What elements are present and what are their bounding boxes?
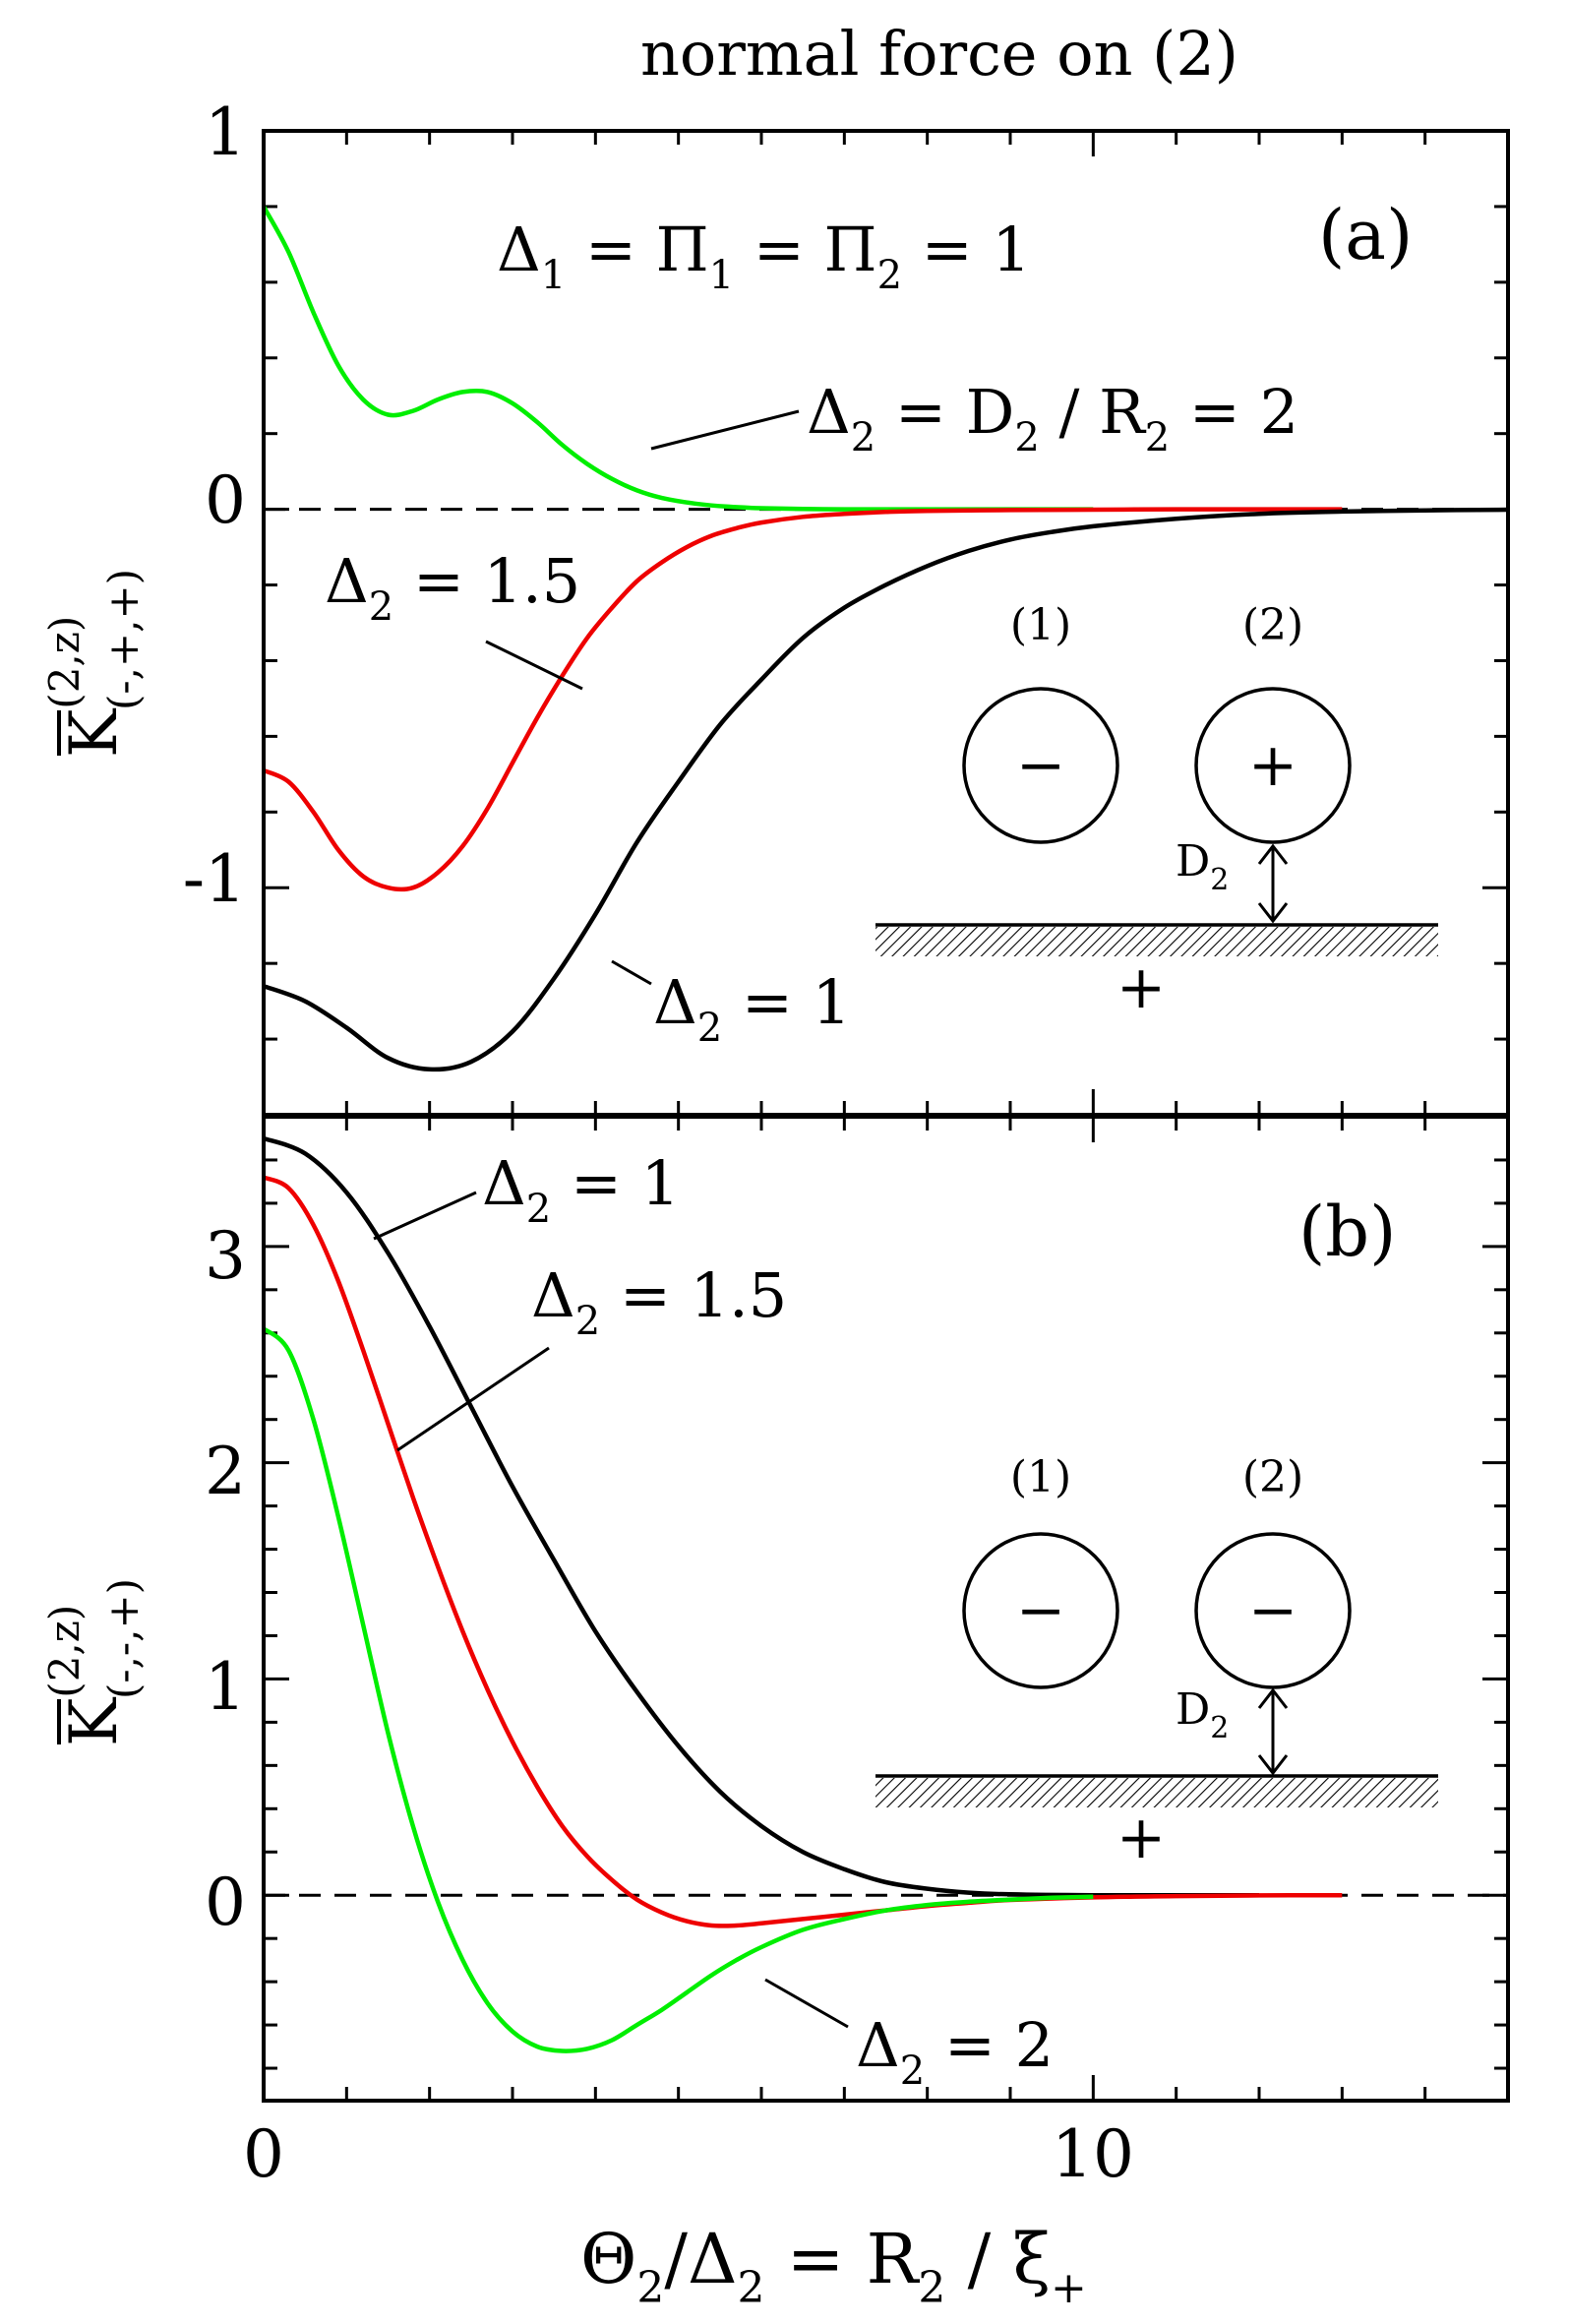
panel-a-series bbox=[264, 205, 1508, 1072]
panel-a-inset-wall-sign: + bbox=[1116, 953, 1166, 1022]
panel-a-label: (a) bbox=[1318, 195, 1413, 275]
svg-text:K(2,z)(-,-,+): K(2,z) (-,-,+) bbox=[40, 1578, 148, 1746]
panel-a-ylabel-main: K bbox=[56, 707, 132, 758]
panel-b-inset-label-2: (2) bbox=[1242, 1452, 1303, 1502]
panel-a-inset-wall-hatch bbox=[875, 927, 1438, 956]
panel-b-inset-sign-1: − bbox=[1016, 1576, 1065, 1645]
panel-b-ytick-label-0: 0 bbox=[205, 1865, 246, 1940]
panel-a-inset: (1) (2) − + D2 + bbox=[875, 600, 1438, 1022]
panel-a-series-0-line bbox=[264, 205, 1094, 512]
panel-a-inset-sphere-2 bbox=[1194, 687, 1352, 844]
panel-b-ytick-label-2: 2 bbox=[205, 1434, 246, 1509]
panel-b-ylabel: K(2,z) (-,-,+) bbox=[40, 1578, 148, 1746]
panel-b-annotation-leader-green bbox=[764, 1978, 849, 2029]
panel-a-annotation-delta2-1: Δ2 = 1 bbox=[653, 966, 851, 1051]
panel-b-ytick-label-1: 1 bbox=[205, 1649, 246, 1725]
panel-a-series-2-line bbox=[264, 507, 1508, 1072]
panel-a-ylabel-sub: (-,+,+) bbox=[99, 569, 148, 710]
panel-a-annotation-delta2-2: Δ2 = D2 / R2 = 2 bbox=[807, 376, 1298, 460]
panel-b-series-2-line bbox=[264, 1326, 1094, 2053]
panel-b-inset: (1) (2) − − D2 + bbox=[875, 1452, 1438, 1872]
panel-b-series-1-line bbox=[264, 1175, 1343, 1928]
panel-b-inset-wall-hatch bbox=[875, 1778, 1438, 1807]
panel-b-ylabel-main: K bbox=[56, 1696, 132, 1746]
panel-b-label: (b) bbox=[1298, 1192, 1396, 1272]
panel-a-annotation-leader-black bbox=[611, 959, 652, 986]
panel-b-annotation-delta2-1p5: Δ2 = 1.5 bbox=[531, 1259, 787, 1344]
panel-a-inset-distance-label: D2 bbox=[1176, 836, 1229, 897]
panel-a-inset-sign-2: + bbox=[1248, 731, 1297, 800]
panel-a-inset-sphere-1 bbox=[962, 687, 1119, 844]
panel-a-inset-label-1: (1) bbox=[1010, 600, 1071, 650]
figure-title: normal force on (2) bbox=[640, 18, 1238, 90]
panel-a-ylabel-sup: (2,z) bbox=[40, 616, 89, 709]
panel-b-ytick-label-3: 3 bbox=[205, 1218, 246, 1294]
panel-b-inset-sign-2: − bbox=[1248, 1576, 1297, 1645]
panel-a-annotation-delta2-1p5: Δ2 = 1.5 bbox=[325, 545, 580, 630]
panel-b-ylabel-sub: (-,-,+) bbox=[99, 1578, 148, 1699]
panel-b-annotation-delta2-1: Δ2 = 1 bbox=[482, 1147, 680, 1232]
panel-a-ytick-label-minus1: -1 bbox=[183, 841, 246, 917]
panel-a-series-1-line bbox=[264, 507, 1343, 892]
x-tick-label-10: 10 bbox=[1052, 2116, 1134, 2192]
panel-b-inset-wall-sign: + bbox=[1116, 1804, 1166, 1872]
panel-a-inset-sign-1: − bbox=[1016, 731, 1065, 800]
panel-b-inset-sphere-2 bbox=[1194, 1532, 1352, 1689]
panel-a-parameter-text: Δ1 = Π1 = Π2 = 1 bbox=[497, 214, 1031, 298]
panel-a-ylabel: K(2,z) (-,+,+) bbox=[40, 569, 148, 758]
panel-b-annotation-delta2-2: Δ2 = 2 bbox=[856, 2009, 1054, 2094]
panel-b-inset-sphere-1 bbox=[962, 1532, 1119, 1689]
panel-b-frame bbox=[262, 1115, 1510, 2103]
panel-a-annotation-leader-green bbox=[650, 409, 800, 451]
panel-a: 1 0 -1 K(2,z) (-,+,+) (a) Δ1 = Π1 = Π2 = … bbox=[40, 94, 1510, 1117]
panel-a-ticks bbox=[262, 129, 1510, 1117]
panel-b-annotation-leader-red bbox=[396, 1346, 550, 1452]
x-axis-label: Θ2/Δ2 = R2 / ξ+ bbox=[580, 2219, 1087, 2313]
svg-text:K(2,z)(-,+,+): K(2,z) (-,+,+) bbox=[40, 569, 148, 758]
panel-b-annotation-leader-black bbox=[373, 1191, 477, 1241]
panel-b-ylabel-sup: (2,z) bbox=[40, 1605, 89, 1698]
panel-a-inset-label-2: (2) bbox=[1242, 600, 1303, 650]
panel-b-series bbox=[264, 1135, 1343, 2053]
panel-b-inset-label-1: (1) bbox=[1010, 1452, 1071, 1502]
panel-a-ytick-label-0: 0 bbox=[205, 462, 246, 538]
panel-a-annotation-leader-red bbox=[485, 640, 583, 691]
x-tick-label-0: 0 bbox=[243, 2116, 284, 2192]
panel-b-series-0-line bbox=[264, 1135, 1259, 1898]
panel-a-ytick-label-1: 1 bbox=[205, 94, 246, 170]
panel-b: 3 2 1 0 K(2,z) (-,-,+) (b) Δ2 = 1 Δ2 = 1.… bbox=[40, 1115, 1510, 2103]
panel-b-inset-distance-label: D2 bbox=[1176, 1684, 1229, 1745]
